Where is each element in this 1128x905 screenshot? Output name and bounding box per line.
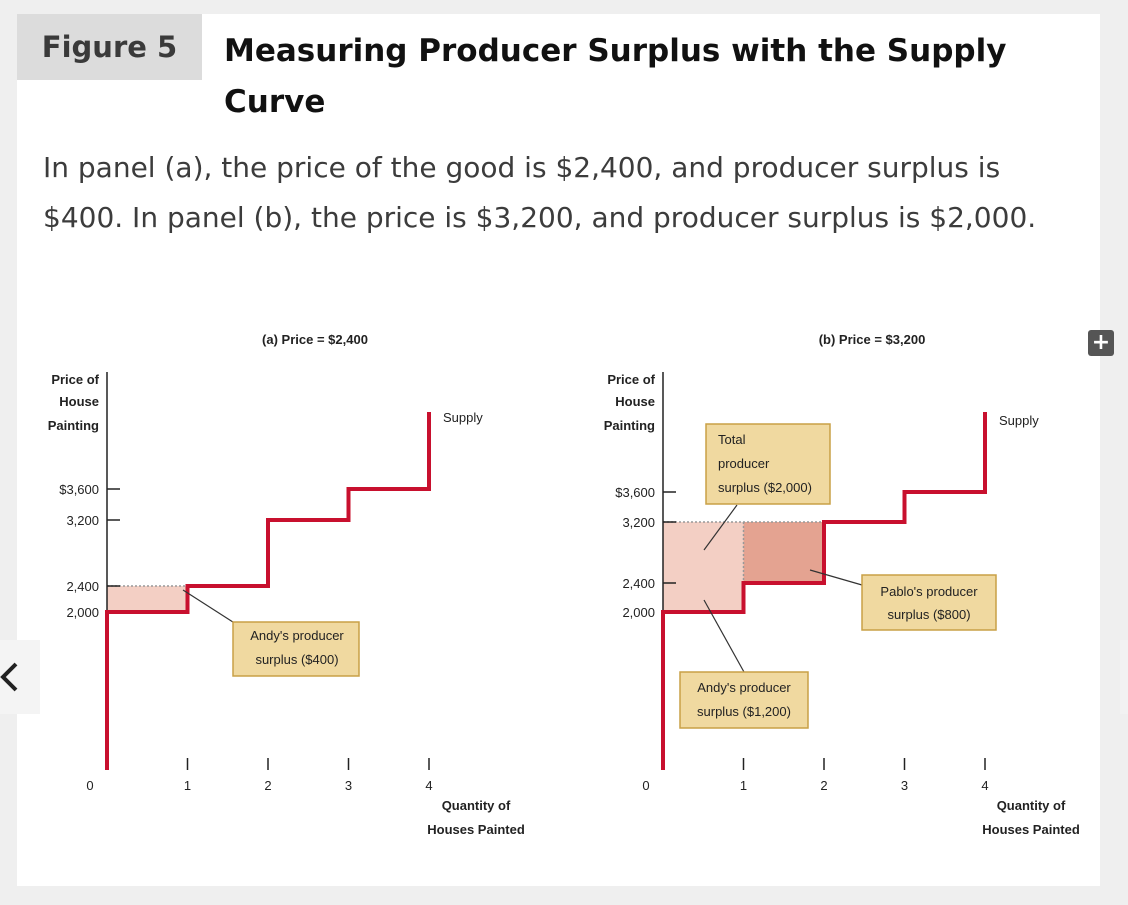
panel-b-y-tick-label-3: $3,600 (615, 485, 655, 500)
panel-a-callout-text-0-0: Andy's producer (250, 628, 344, 643)
panel-b-callout-leader-0 (703, 504, 738, 551)
panel-a-y-tick-label-1: 2,400 (66, 579, 99, 594)
panel-b-callout-text-0-2: surplus ($2,000) (718, 480, 812, 495)
figure-caption: In panel (a), the price of the good is $… (43, 151, 1037, 234)
panel-a-x-tick-label-4: 4 (425, 778, 432, 793)
panel-b-supply-curve (661, 412, 987, 770)
panel-b-x-tick-label-1: 1 (740, 778, 747, 793)
figure-label: Figure 5 (17, 14, 202, 80)
panel-b-callout-text-0-0: Total (718, 432, 746, 447)
panel-b-callout-leader-1 (809, 569, 863, 586)
panel-a-x-tick-label-1: 1 (184, 778, 191, 793)
panel-b-title: (b) Price = $3,200 (819, 332, 926, 347)
panel-a-y-tick-label-0: 2,000 (66, 605, 99, 620)
panel-a-supply-label: Supply (443, 410, 483, 425)
panel-a-y-tick-label-3: $3,600 (59, 482, 99, 497)
panel-a-supply-curve (105, 412, 431, 770)
panel-a-xlabel-line-1: Houses Painted (427, 822, 525, 837)
panel-b-y-tick-label-0: 2,000 (622, 605, 655, 620)
panel-b-callout-box-2 (679, 671, 809, 729)
panel-b-x-tick-label-4: 4 (981, 778, 988, 793)
panel-b-callout-text-0-1: producer (718, 456, 770, 471)
panel-b-x-tick-label-0: 0 (642, 778, 649, 793)
panel-b-surplus-region-1 (743, 522, 824, 583)
panel-b-callout-box-0 (705, 423, 831, 505)
panel-b-x-tick-label-2: 2 (820, 778, 827, 793)
panel-b-xlabel-line-1: Houses Painted (982, 822, 1080, 837)
panel-b-callout-leader-2 (703, 599, 745, 673)
panel-a-callout-leader-0 (182, 589, 237, 625)
panel-b-y-tick-label-2: 3,200 (622, 515, 655, 530)
panel-b-ylabel-line-1: House (615, 394, 655, 409)
panel-b-ylabel-line-0: Price of (607, 372, 655, 387)
panel-b-callout-text-2-0: Andy's producer (697, 680, 791, 695)
panel-a-x-tick-label-2: 2 (264, 778, 271, 793)
panel-b-ylabel-line-2: Painting (604, 418, 655, 433)
next-button[interactable] (1120, 640, 1128, 714)
panel-a-surplus-region-0 (107, 586, 188, 612)
panel-a-callout-box-0 (232, 621, 360, 677)
panel-b-supply-label: Supply (999, 413, 1039, 428)
panel-a-x-tick-label-3: 3 (345, 778, 352, 793)
panel-a-ylabel-line-2: Painting (48, 418, 99, 433)
chevron-left-icon (0, 662, 18, 692)
expand-plus-button[interactable]: + (1088, 330, 1114, 356)
panel-a-title: (a) Price = $2,400 (262, 332, 368, 347)
previous-button[interactable] (0, 640, 40, 714)
panel-b-callout-text-1-0: Pablo's producer (880, 584, 978, 599)
panel-b-callout-text-2-1: surplus ($1,200) (697, 704, 791, 719)
panel-b-callout-text-1-1: surplus ($800) (887, 607, 970, 622)
panel-a-callout-text-0-1: surplus ($400) (255, 652, 338, 667)
figure-title: Measuring Producer Surplus with the Supp… (224, 33, 1007, 120)
panel-a-xlabel-line-0: Quantity of (442, 798, 511, 813)
figure-card (17, 14, 1100, 886)
panel-b-surplus-region-0 (663, 522, 744, 612)
panel-a-y-tick-label-2: 3,200 (66, 513, 99, 528)
panel-b-callout-box-1 (861, 574, 997, 631)
panel-a-x-tick-label-0: 0 (86, 778, 93, 793)
panel-b-y-tick-label-1: 2,400 (622, 576, 655, 591)
panel-b-xlabel-line-0: Quantity of (997, 798, 1066, 813)
panel-b-x-tick-label-3: 3 (901, 778, 908, 793)
panel-a-ylabel-line-1: House (59, 394, 99, 409)
panel-a-ylabel-line-0: Price of (51, 372, 99, 387)
